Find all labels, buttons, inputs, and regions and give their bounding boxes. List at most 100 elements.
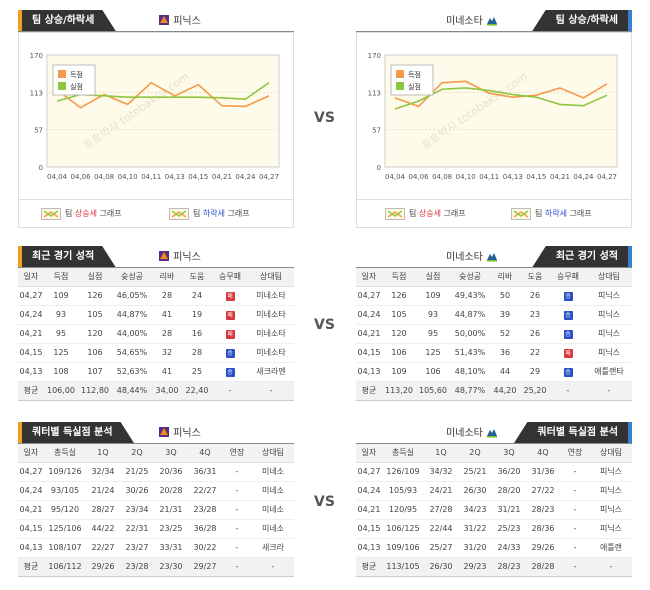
minnesota-logo-icon [487, 17, 497, 26]
table-cell: 95 [416, 324, 450, 344]
table-cell: 04,21 [18, 500, 44, 520]
y-tick-label: 0 [39, 164, 43, 172]
quarter-right-table: 일자 총득실 1Q 2Q 3Q 4Q 연장 상대팀 04,27 126/109 34/32 25/2… [356, 444, 632, 577]
recent-right-header: 미네소타 최근 경기 성적 [356, 246, 632, 268]
quarter-right-panel: 미네소타 쿼터별 득실점 분석 일자 총득실 1Q 2Q 3Q 4Q 연장 상대팀 04,27… [356, 422, 632, 578]
table-cell: 19 [182, 305, 212, 325]
average-row: 평균 113,20 105,60 48,77% 44,20 25,20- - [356, 381, 632, 401]
x-tick-label: 04,24 [573, 173, 594, 181]
table-cell: 31/20 [458, 538, 492, 558]
table-cell: 30/26 [120, 481, 154, 501]
table-cell: 109 [44, 286, 78, 306]
trend-left-tab: 팀 상승/하락세 [18, 10, 116, 32]
column-header: 총득실 [382, 444, 424, 463]
table-cell: 36/28 [188, 519, 222, 539]
table-cell: 107 [78, 362, 112, 382]
table-row: 04,15 125 106 54,65% 32 28 승 미네소타 [18, 343, 294, 363]
table-cell: 25 [182, 362, 212, 382]
series-line-득점 [56, 81, 270, 109]
table-cell: 피닉스 [586, 343, 632, 363]
y-tick-label: 113 [30, 89, 43, 97]
average-row: 평균 106,00 112,80 48,44% 34,00 22,40- - [18, 381, 294, 401]
rising-graph-icon [41, 208, 61, 220]
table-cell: 125 [416, 343, 450, 363]
table-cell: 29/26 [86, 557, 120, 577]
falling-graph-icon [511, 208, 531, 220]
table-cell: 105 [78, 305, 112, 325]
table-cell: 29/26 [526, 538, 560, 558]
table-cell: 39 [490, 305, 520, 325]
table-cell: 28 [152, 324, 182, 344]
column-header: 슛성공 [450, 268, 490, 287]
table-cell: - [560, 462, 590, 482]
table-cell: 미네소 [252, 519, 294, 539]
table-cell: 25/23 [492, 519, 526, 539]
average-row: 평균 106/112 29/26 23/28 23/30 29/27- - [18, 557, 294, 577]
rising-graph-icon [385, 208, 405, 220]
table-cell: 04,13 [18, 538, 44, 558]
table-cell: 50,00% [450, 324, 490, 344]
table-cell: 미네소 [252, 481, 294, 501]
table-cell: 04,24 [356, 481, 382, 501]
table-row: 04,21 95 120 44,00% 28 16 패 미네소타 [18, 324, 294, 344]
team-name-right: 미네소타 [446, 250, 498, 265]
loss-badge: 패 [225, 329, 235, 339]
trend-down-graph-label: 팀 하락세 그래프 [169, 208, 250, 220]
table-cell: 04,15 [356, 519, 382, 539]
table-cell: 29 [520, 362, 550, 382]
column-header: 2Q [120, 444, 154, 463]
table-cell: 평균 [18, 557, 44, 577]
table-cell: 44,87% [112, 305, 152, 325]
win-badge: 승 [563, 310, 573, 320]
loss-badge: 패 [225, 291, 235, 301]
recent-right-table: 일자 득점 실점 슛성공 리바 도움 승무패 상대팀 04,27 126 109 49,43% 50 2… [356, 268, 632, 401]
table-cell: 22/27 [86, 538, 120, 558]
table-cell: 23/28 [188, 500, 222, 520]
column-header: 상대팀 [248, 268, 294, 287]
table-cell: 113/105 [382, 557, 424, 577]
column-header: 1Q [424, 444, 458, 463]
table-row: 04,24 105 93 44,87% 39 23 승 피닉스 [356, 305, 632, 325]
table-cell: 33/31 [154, 538, 188, 558]
column-header: 리바 [152, 268, 182, 287]
table-cell: 34,00 [152, 381, 182, 401]
y-tick-label: 57 [372, 127, 381, 135]
table-cell: 미네소타 [248, 343, 294, 363]
table-cell: - [212, 381, 248, 401]
legend-swatch [58, 82, 66, 90]
table-cell: 승 [550, 324, 586, 344]
legend-swatch [396, 70, 404, 78]
table-cell: 피닉스 [586, 305, 632, 325]
table-cell: 04,24 [18, 305, 44, 325]
table-cell: 50 [490, 286, 520, 306]
trend-right-header: 미네소타 팀 상승/하락세 [356, 10, 632, 32]
table-cell: 23/34 [120, 500, 154, 520]
table-cell: 피닉스 [590, 500, 632, 520]
table-cell: 22/27 [188, 481, 222, 501]
loss-badge: 패 [563, 348, 573, 358]
column-header: 일자 [18, 444, 44, 463]
table-row: 04,15 125/106 44/22 22/31 23/25 36/28- 미네소 [18, 519, 294, 539]
column-header: 2Q [458, 444, 492, 463]
table-header-row: 일자 총득실 1Q 2Q 3Q 4Q 연장 상대팀 [18, 444, 294, 463]
table-cell: 25,20 [520, 381, 550, 401]
table-cell: 04,24 [356, 305, 382, 325]
table-cell: - [560, 500, 590, 520]
table-row: 04,13 108/107 22/27 23/27 33/31 30/22- 새크라 [18, 538, 294, 558]
table-cell: 21/31 [154, 500, 188, 520]
table-row: 04,13 108 107 52,63% 41 25 승 새크라멘 [18, 362, 294, 382]
column-header: 연장 [222, 444, 252, 463]
recent-left-panel: 최근 경기 성적 피닉스 일자 득점 실점 슛성공 리바 도움 승무패 상대팀 04,27 10… [18, 246, 294, 401]
table-cell: 44 [490, 362, 520, 382]
column-header: 3Q [492, 444, 526, 463]
x-tick-label: 04,06 [71, 173, 92, 181]
column-header: 3Q [154, 444, 188, 463]
table-cell: 113,20 [382, 381, 416, 401]
table-cell: 22/31 [120, 519, 154, 539]
table-cell: 미네소타 [248, 286, 294, 306]
legend-swatch [58, 70, 66, 78]
table-cell: 93 [416, 305, 450, 325]
table-cell: 22/44 [424, 519, 458, 539]
table-cell: 30/22 [188, 538, 222, 558]
column-header: 실점 [78, 268, 112, 287]
